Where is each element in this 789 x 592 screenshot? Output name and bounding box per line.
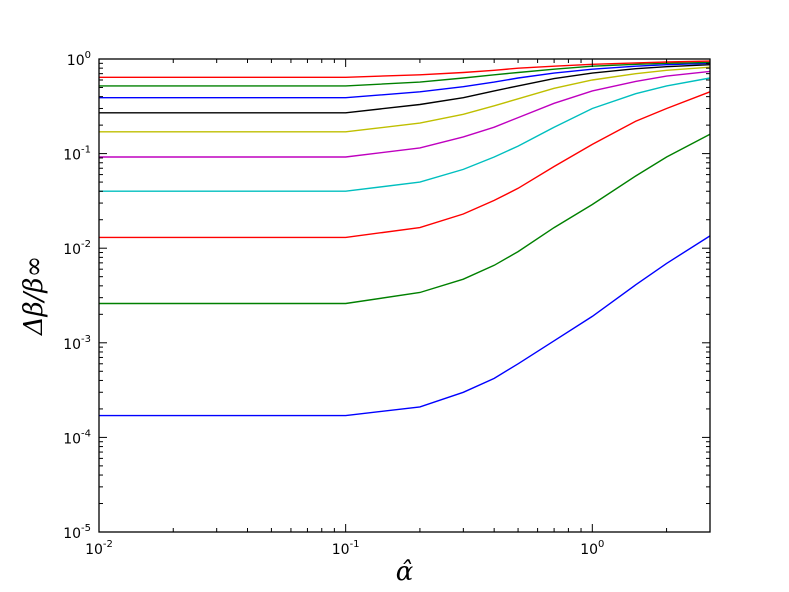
plot-area-frame (98, 58, 711, 533)
y-axis-label: Δβ/β∞ (19, 256, 49, 336)
tick-label-exponent: -3 (81, 334, 91, 345)
tick-label-exponent: -2 (103, 539, 113, 550)
series-line-8 (99, 62, 711, 99)
x-tick-label: 10-2 (85, 539, 113, 558)
x-axis-label: α̂ (396, 557, 414, 587)
tick-label-exponent: 0 (598, 539, 604, 550)
tick-label-base: 10 (63, 148, 81, 164)
series-line-10 (99, 60, 711, 79)
tick-label-base: 10 (63, 337, 81, 353)
tick-label-base: 10 (63, 431, 81, 447)
x-tick-label: 10-1 (332, 539, 360, 558)
tick-layer (98, 58, 711, 533)
y-tick-label: 10-3 (63, 334, 91, 353)
tick-label-exponent: -1 (81, 145, 91, 156)
x-tick-label: 100 (580, 539, 604, 558)
series-line-3 (99, 91, 711, 239)
series-line-5 (99, 70, 711, 158)
tick-label-exponent: -1 (350, 539, 360, 550)
series-layer (99, 60, 711, 417)
tick-label-base: 10 (332, 542, 350, 558)
y-tick-label: 100 (67, 50, 91, 69)
y-tick-label: 10-1 (63, 145, 91, 164)
y-tick-label: 10-4 (63, 428, 91, 447)
series-line-2 (99, 133, 711, 305)
tick-label-base: 10 (85, 542, 103, 558)
series-line-7 (99, 64, 711, 114)
series-line-6 (99, 66, 711, 133)
tick-label-exponent: -4 (81, 428, 91, 439)
y-tick-label: 10-2 (63, 239, 91, 258)
tick-label-base: 10 (63, 526, 81, 542)
tick-label-exponent: -5 (81, 523, 91, 534)
series-line-9 (99, 61, 711, 87)
tick-label-base: 10 (580, 542, 598, 558)
tick-label-exponent: -2 (81, 239, 91, 250)
y-tick-label: 10-5 (63, 523, 91, 542)
series-line-1 (99, 235, 711, 417)
tick-label-exponent: 0 (85, 50, 91, 61)
series-line-4 (99, 77, 711, 192)
tick-label-base: 10 (67, 53, 85, 69)
tick-label-base: 10 (63, 242, 81, 258)
